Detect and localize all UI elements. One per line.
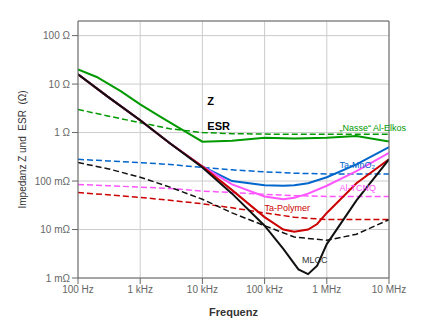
svg-text:1 Ω: 1 Ω: [54, 127, 70, 138]
svg-text:„Nasse“ Al-Elkos: „Nasse“ Al-Elkos: [339, 123, 406, 133]
svg-text:100 mΩ: 100 mΩ: [35, 176, 71, 187]
svg-text:Impedanz Z und ESR (Ω): Impedanz Z und ESR (Ω): [17, 90, 28, 208]
svg-text:100 kHz: 100 kHz: [246, 284, 283, 295]
svg-text:10 MHz: 10 MHz: [372, 284, 406, 295]
svg-text:1 MHz: 1 MHz: [312, 284, 341, 295]
svg-text:10 mΩ: 10 mΩ: [40, 224, 70, 235]
svg-text:100 Ω: 100 Ω: [43, 30, 70, 41]
svg-text:Z: Z: [207, 95, 214, 107]
svg-text:Ta-MnO₂: Ta-MnO₂: [339, 160, 375, 170]
svg-text:ESR: ESR: [207, 120, 230, 132]
svg-text:MLCC: MLCC: [302, 255, 328, 265]
svg-text:1 mΩ: 1 mΩ: [46, 273, 71, 284]
svg-text:1 kHz: 1 kHz: [127, 284, 153, 295]
svg-text:Ta-Polymer: Ta-Polymer: [265, 203, 311, 213]
svg-text:10 Ω: 10 Ω: [49, 79, 71, 90]
svg-text:100 Hz: 100 Hz: [62, 284, 94, 295]
svg-text:10 kHz: 10 kHz: [187, 284, 218, 295]
svg-text:Frequenz: Frequenz: [209, 306, 258, 318]
svg-text:Al-TCNQ: Al-TCNQ: [339, 183, 376, 193]
